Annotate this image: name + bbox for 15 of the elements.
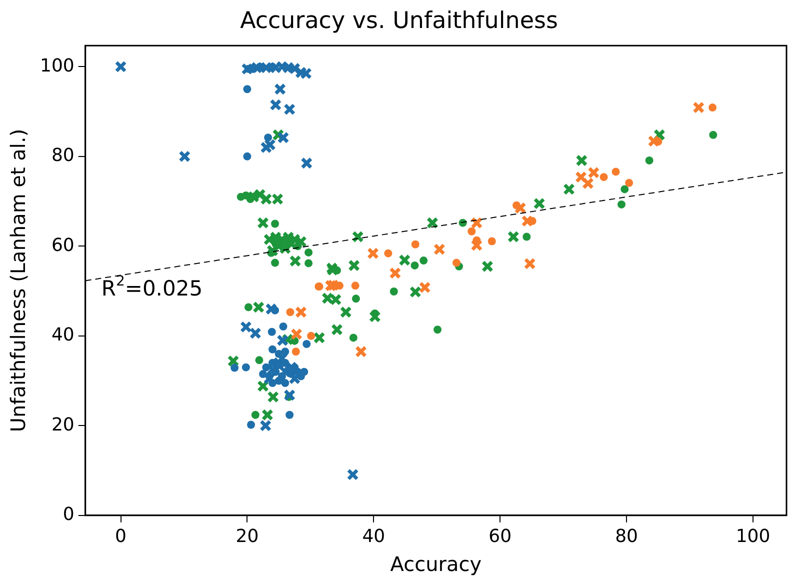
x-tick-label: 20 [236,526,259,547]
x-tick-label: 0 [115,526,126,547]
y-tick-label: 60 [51,234,74,256]
y-tick-label: 40 [51,324,74,346]
x-tick-label: 60 [488,526,512,547]
x-axis-title: Accuracy [390,552,482,576]
x-tick-label: 80 [615,526,638,547]
y-tick-label: 80 [51,145,74,166]
y-tick-label: 100 [40,55,74,76]
y-tick-label: 20 [51,414,74,436]
x-tick-label: 100 [736,526,770,547]
chart-title: Accuracy vs. Unfaithfulness [240,8,558,34]
y-tick-label: 0 [62,504,74,526]
y-axis-title: Unfaithfulness (Lanham et al.) [6,128,30,432]
x-tick-label: 40 [362,526,386,547]
